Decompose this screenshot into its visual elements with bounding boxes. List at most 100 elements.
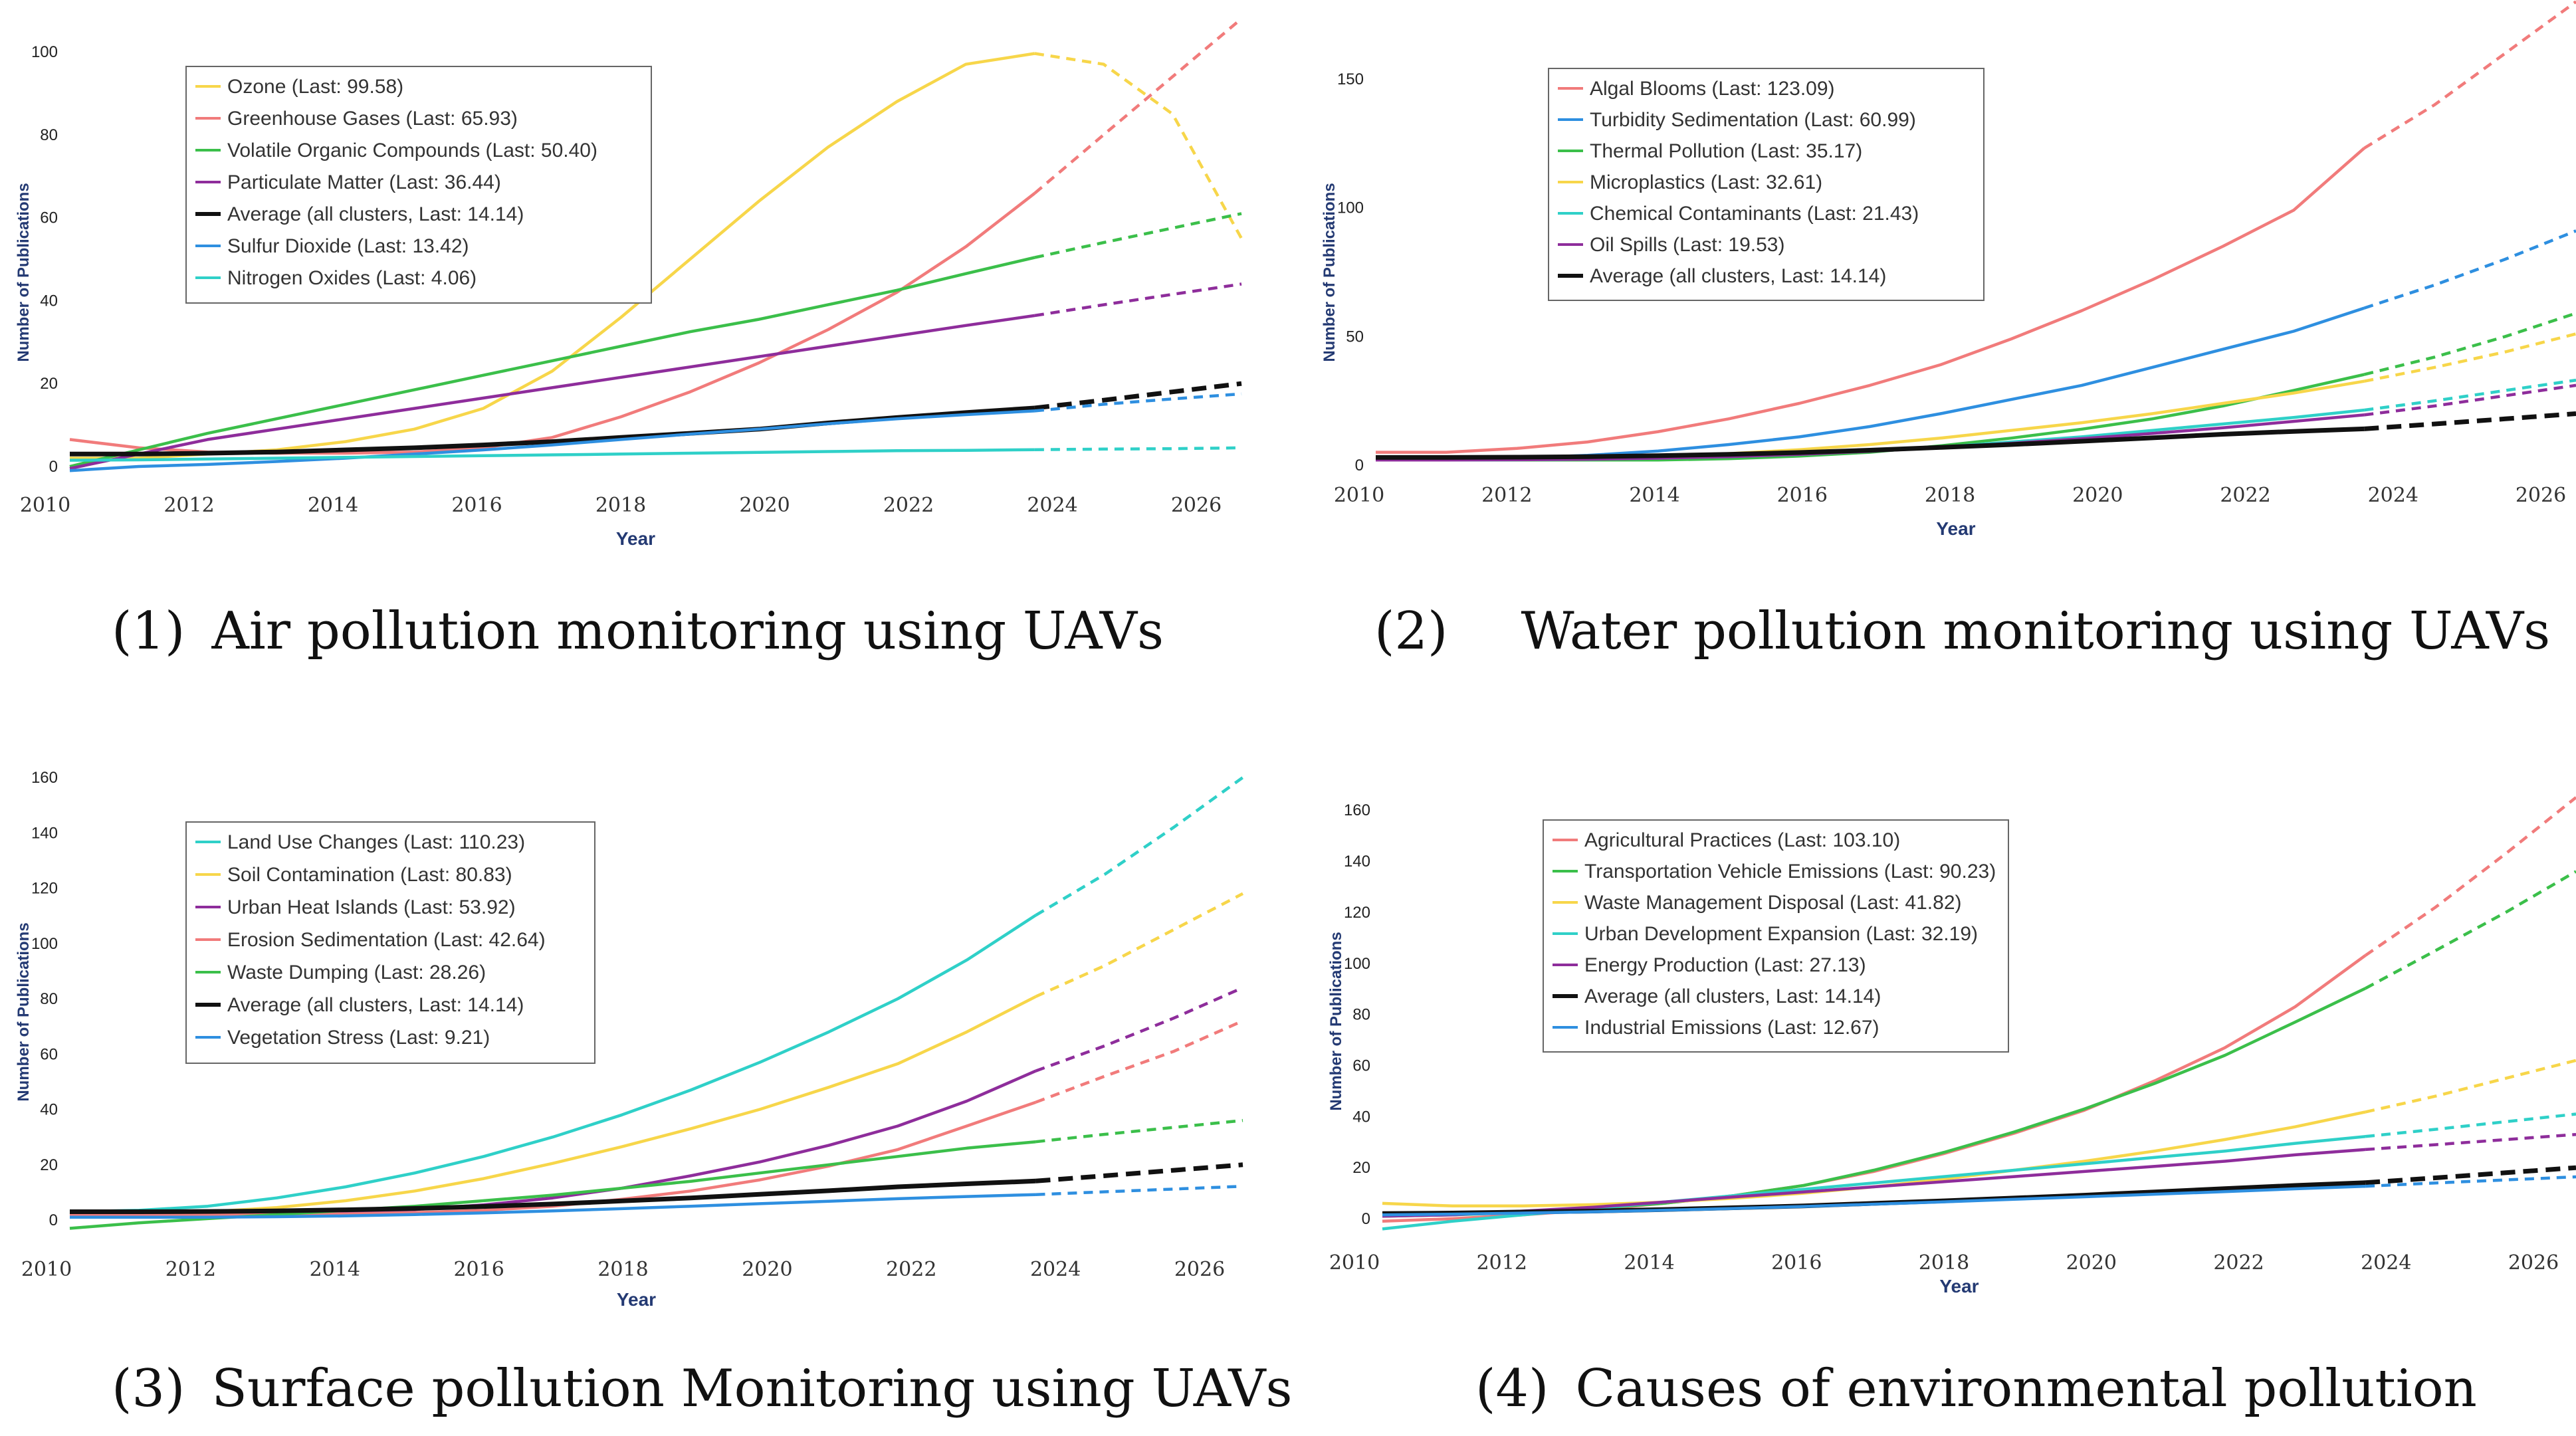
series-forecast-line (2363, 229, 2576, 310)
legend-entry: Soil Contamination (Last: 80.83) (227, 864, 512, 886)
legend-entry: Industrial Emissions (Last: 12.67) (1584, 1017, 1879, 1039)
x-tick-label: 2018 (597, 1258, 648, 1281)
legend-entry: Sulfur Dioxide (Last: 13.42) (227, 235, 469, 257)
y-tick-label: 40 (40, 1101, 58, 1119)
chart-panel-2: 0 50 100 150 2010 2012 2014 2016 2018 2020 2022 202… (1303, 0, 2576, 718)
x-tick-label: 2024 (2368, 484, 2418, 507)
x-tick-label: 2016 (1771, 1251, 1822, 1275)
series-forecast-line (2365, 1175, 2576, 1188)
legend-box (185, 821, 595, 1064)
chart-svg-2: 0 50 100 150 2010 2012 2014 2016 2018 2020 2022 202… (1321, 0, 2576, 539)
legend-entry: Average (all clusters, Last: 14.14) (227, 994, 524, 1016)
x-axis-label: Year (1936, 518, 1975, 539)
y-tick-label: 160 (31, 769, 58, 787)
x-tick-label: 2024 (1030, 1258, 1081, 1281)
series-line (1376, 147, 2365, 454)
legend-entry: Urban Development Expansion (Last: 32.19… (1584, 923, 1978, 945)
caption-3: (3) Surface pollution Monitoring using UA… (112, 1359, 1293, 1419)
y-tick-label: 80 (40, 990, 58, 1008)
series-forecast-line (1033, 17, 1243, 195)
caption-4: (4) Causes of environmental pollution (1475, 1359, 2477, 1419)
x-tick-label: 2018 (1925, 484, 1975, 507)
series-line (70, 1069, 1037, 1216)
x-tick-label: 2022 (2220, 484, 2270, 507)
x-tick-label: 2020 (2066, 1251, 2117, 1275)
series-line (70, 1193, 1036, 1219)
y-tick-label: 40 (40, 292, 58, 310)
y-tick-label: 100 (31, 935, 58, 953)
series-line (69, 409, 1035, 472)
series-forecast-line (2365, 1132, 2576, 1152)
caption-number: (2) (1374, 601, 1448, 661)
legend-entry: Land Use Changes (Last: 110.23) (227, 831, 525, 853)
series-forecast-line (2363, 332, 2576, 383)
series-forecast-line (1035, 986, 1243, 1073)
x-tick-label: 2016 (1777, 484, 1828, 507)
series-forecast-line (2363, 312, 2576, 376)
x-tick-label: 2026 (2508, 1251, 2559, 1275)
legend-box (1543, 819, 2009, 1053)
series-forecast-line (1035, 1118, 1243, 1144)
y-tick-label: 150 (1337, 70, 1364, 88)
y-tick-label: 50 (1346, 328, 1364, 346)
x-tick-label: 2014 (1624, 1251, 1674, 1275)
legend-entry: Average (all clusters, Last: 14.14) (1590, 265, 1886, 287)
legend-entry: Urban Heat Islands (Last: 53.92) (227, 896, 516, 918)
y-tick-label: 60 (40, 209, 58, 227)
chart-panel-4: 0 20 40 60 80 100 120 140 160 2010 2012 2014 2016 201… (1303, 758, 2576, 1436)
caption-text: Surface pollution Monitoring using UAVs (211, 1359, 1293, 1419)
x-tick-label: 2020 (742, 1258, 792, 1281)
y-axis-label: Number of Publications (15, 922, 33, 1101)
caption-number: (4) (1475, 1359, 1549, 1419)
series-forecast-line (1035, 1162, 1243, 1183)
series-forecast-line (2364, 796, 2576, 957)
series-forecast-line (1035, 776, 1244, 917)
x-tick-label: 2026 (1174, 1258, 1225, 1281)
y-tick-label: 80 (40, 126, 58, 144)
series-forecast-line (1034, 392, 1242, 413)
legend-entry: Ozone (Last: 99.58) (227, 76, 403, 98)
x-tick-label: 2016 (453, 1258, 504, 1281)
legend-entry: Thermal Pollution (Last: 35.17) (1590, 140, 1862, 162)
legend-entry: Waste Management Disposal (Last: 41.82) (1584, 892, 1962, 914)
series-forecast-line (2365, 870, 2576, 990)
legend-entry: Transportation Vehicle Emissions (Last: … (1584, 861, 1996, 882)
series-forecast-line (1034, 52, 1243, 239)
x-tick-label: 2022 (883, 494, 934, 517)
y-tick-label: 120 (31, 880, 58, 898)
series-line (1382, 1135, 2366, 1231)
x-tick-label: 2010 (21, 1258, 72, 1281)
x-tick-label: 2020 (2072, 484, 2123, 507)
series-forecast-line (2363, 0, 2576, 150)
legend: Agricultural Practices (Last: 103.10) Tra… (1543, 819, 2009, 1053)
y-tick-label: 20 (40, 375, 58, 393)
x-tick-label: 2014 (1629, 484, 1679, 507)
legend-box (185, 66, 652, 304)
legend-entry: Average (all clusters, Last: 14.14) (227, 203, 524, 225)
x-tick-label: 2010 (1329, 1251, 1380, 1275)
series-line (69, 256, 1035, 468)
caption-number: (1) (112, 601, 185, 661)
y-tick-label: 0 (49, 1211, 58, 1229)
series-forecast-line (2365, 1112, 2576, 1138)
legend: Ozone (Last: 99.58) Greenhouse Gases (Las… (185, 66, 652, 304)
legend-entry: Average (all clusters, Last: 14.14) (1584, 985, 1881, 1007)
legend-entry: Vegetation Stress (Last: 9.21) (227, 1027, 490, 1049)
x-tick-label: 2012 (163, 494, 214, 517)
x-axis-label: Year (617, 1289, 656, 1310)
series-line (1376, 426, 2365, 460)
y-tick-label: 0 (49, 458, 58, 476)
series-forecast-line (1034, 446, 1242, 451)
series-forecast-line (1035, 892, 1244, 998)
caption-text: Causes of environmental pollution (1575, 1359, 2477, 1419)
y-tick-label: 80 (1352, 1006, 1370, 1024)
legend-entry: Nitrogen Oxides (Last: 4.06) (227, 267, 477, 289)
legend-entry: Volatile Organic Compounds (Last: 50.40) (227, 140, 597, 161)
legend-entry: Particulate Matter (Last: 36.44) (227, 171, 501, 193)
y-axis-label: Number of Publications (1321, 183, 1339, 361)
legend-entry: Microplastics (Last: 32.61) (1590, 171, 1822, 193)
legend-entry: Turbidity Sedimentation (Last: 60.99) (1590, 109, 1916, 131)
series-line (70, 1178, 1036, 1214)
series-forecast-line (1034, 381, 1242, 411)
legend-entry: Agricultural Practices (Last: 103.10) (1584, 829, 1900, 851)
